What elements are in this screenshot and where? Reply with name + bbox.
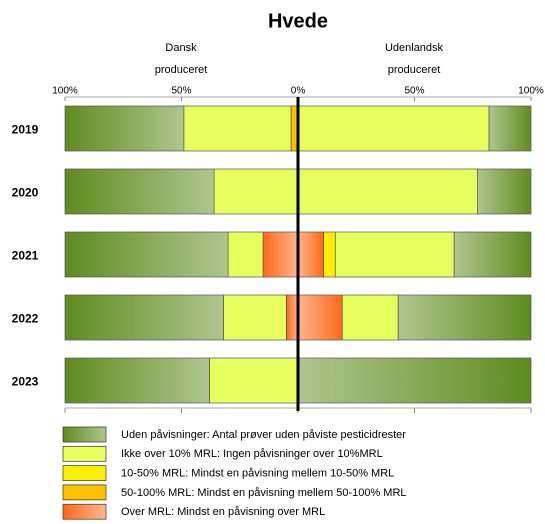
bar-segment — [183, 105, 292, 152]
x-tick-label: 100% — [518, 86, 544, 97]
side-label: Dansk — [165, 42, 197, 54]
side-label: produceret — [388, 64, 441, 76]
chart-title: Hvede — [268, 10, 328, 32]
bar-segment — [477, 168, 532, 215]
y-tick-label: 2022 — [12, 312, 39, 326]
bar-segment — [64, 231, 229, 278]
legend-label: 50-100% MRL: Mindst en påvisning mellem … — [121, 487, 407, 499]
x-tick-label: 50% — [171, 86, 191, 97]
x-tick-label: 50% — [404, 86, 424, 97]
side-label: produceret — [155, 64, 208, 76]
y-tick-label: 2023 — [12, 375, 39, 389]
legend-label: 10-50% MRL: Mindst en påvisning mellem 1… — [121, 468, 394, 480]
bar-segment — [64, 294, 224, 341]
bar-segment — [297, 294, 343, 341]
x-tick-label: 0% — [291, 86, 306, 97]
bar-segment — [64, 168, 215, 215]
bar-segment — [223, 294, 287, 341]
legend-swatch — [62, 426, 107, 443]
side-label: Udenlandsk — [385, 42, 444, 54]
legend-swatch — [62, 465, 107, 481]
bar-segment — [397, 294, 532, 341]
legend-label: Over MRL: Mindst en påvisning over MRL — [121, 506, 325, 518]
bar-segment — [323, 231, 336, 278]
bar-segment — [488, 105, 532, 152]
bar-segment — [209, 357, 299, 404]
bar-segment — [297, 168, 478, 215]
y-tick-label: 2020 — [12, 186, 39, 200]
bar-segment — [286, 294, 299, 341]
legend-swatch — [62, 445, 107, 462]
y-tick-label: 2021 — [12, 249, 39, 263]
legend-swatch — [62, 503, 107, 520]
bar-segment — [297, 357, 532, 404]
y-tick-label: 2019 — [12, 123, 39, 137]
bar-segment — [297, 105, 490, 152]
bar-segment — [341, 294, 399, 341]
bar-segment — [213, 168, 299, 215]
bar-segment — [262, 231, 299, 278]
bar-segment — [297, 231, 324, 278]
bar-segment — [64, 105, 185, 152]
bar-segment — [453, 231, 532, 278]
x-tick-label: 100% — [52, 86, 78, 97]
legend-swatch — [62, 484, 107, 501]
legend-label: Uden påvisninger: Antal prøver uden påvi… — [121, 429, 406, 441]
bar-segment — [64, 357, 210, 404]
legend-label: Ikke over 10% MRL: Ingen påvisninger ove… — [121, 448, 383, 460]
bar-segment — [227, 231, 264, 278]
bar-segment — [334, 231, 455, 278]
